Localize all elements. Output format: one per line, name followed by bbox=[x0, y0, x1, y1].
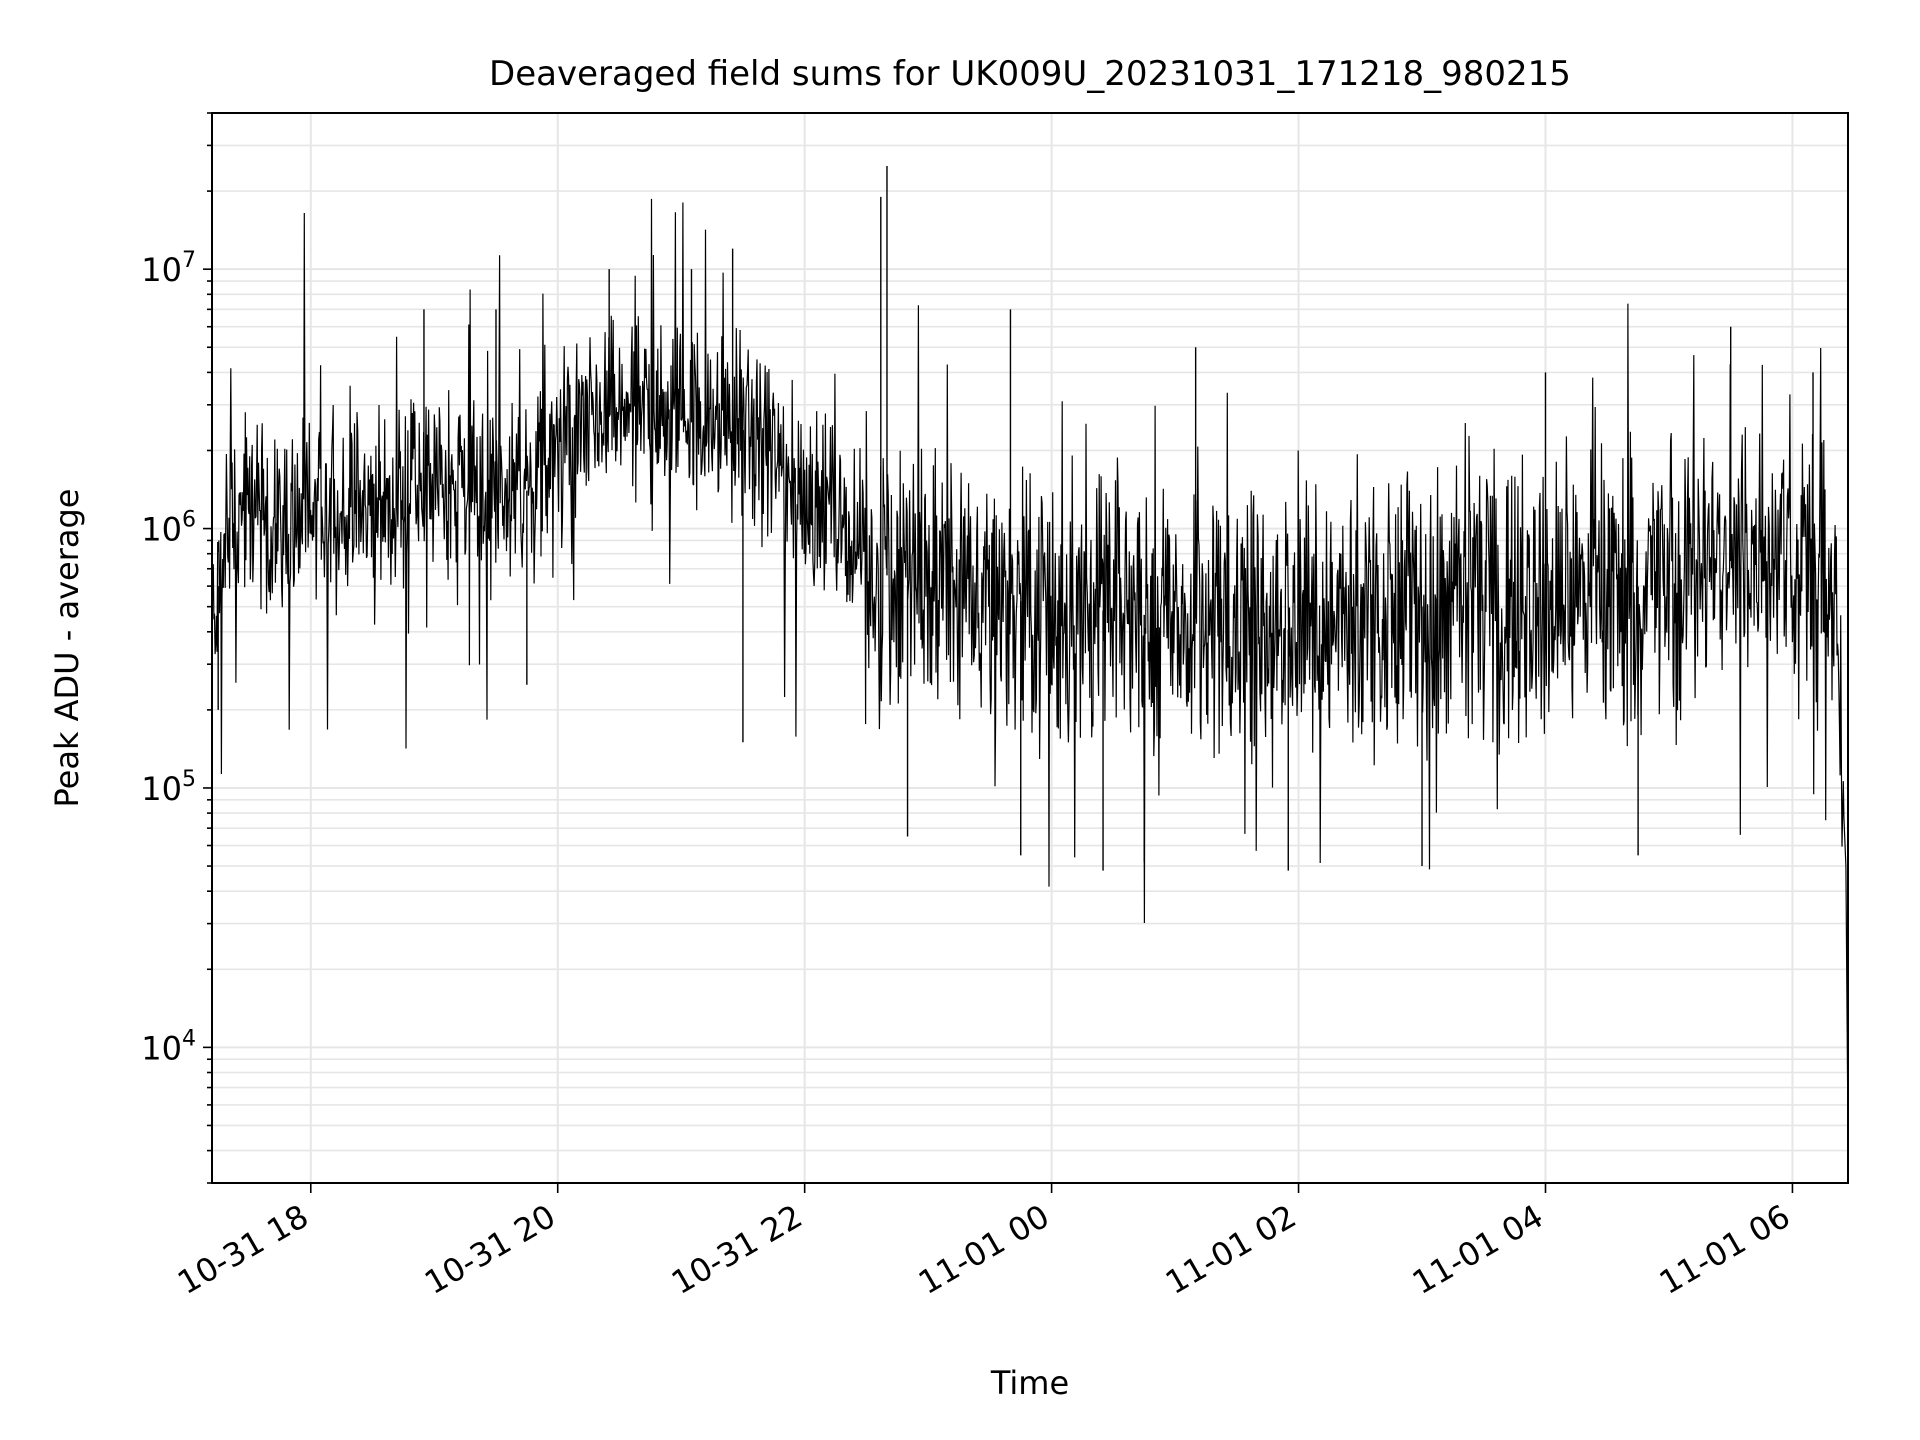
x-tick-label: 11-01 00 bbox=[912, 1197, 1056, 1302]
y-axis-label: Peak ADU - average bbox=[48, 489, 86, 808]
x-tick-label: 10-31 18 bbox=[171, 1197, 315, 1302]
x-tick-label: 10-31 22 bbox=[665, 1197, 809, 1302]
x-axis: 10-31 18 10-31 20 10-31 22 11-01 00 11-01 02… bbox=[171, 1183, 1796, 1302]
x-tick-label: 10-31 20 bbox=[418, 1197, 562, 1302]
x-tick-label: 11-01 04 bbox=[1406, 1197, 1550, 1302]
plot-frame bbox=[211, 112, 1849, 1184]
y-tick-label: 107 bbox=[141, 248, 196, 289]
x-tick-label: 11-01 06 bbox=[1653, 1197, 1797, 1302]
y-axis: 104 105 106 107 bbox=[141, 112, 212, 1184]
x-tick-label: 11-01 02 bbox=[1159, 1197, 1303, 1302]
y-tick-label: 106 bbox=[141, 508, 196, 549]
y-tick-label: 104 bbox=[141, 1026, 196, 1067]
x-axis-label: Time bbox=[990, 1364, 1069, 1402]
chart-title: Deaveraged field sums for UK009U_2023103… bbox=[489, 54, 1571, 94]
series-line bbox=[211, 165, 1849, 1138]
series-path bbox=[211, 198, 1849, 1138]
y-tick-label: 105 bbox=[141, 767, 196, 808]
